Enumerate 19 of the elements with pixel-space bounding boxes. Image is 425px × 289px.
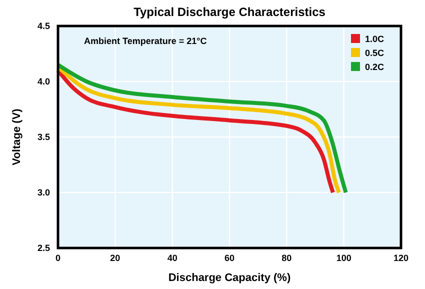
x-axis-title: Discharge Capacity (%) <box>168 272 291 284</box>
legend-label: 0.5C <box>365 48 385 58</box>
x-tick-label: 120 <box>393 253 409 263</box>
x-tick-label: 20 <box>110 253 120 263</box>
y-tick-label: 3.0 <box>37 188 50 198</box>
x-tick-label: 100 <box>336 253 352 263</box>
x-tick-label: 40 <box>167 253 178 263</box>
y-axis-title: Voltage (V) <box>11 108 23 166</box>
legend-label: 0.2C <box>365 62 385 72</box>
y-tick-label: 2.5 <box>37 243 50 253</box>
chart-title: Typical Discharge Characteristics <box>134 5 326 19</box>
legend-label: 1.0C <box>365 34 385 44</box>
annotation: Ambient Temperature = 21°C <box>84 36 208 46</box>
y-tick-label: 4.5 <box>37 21 50 31</box>
y-tick-label: 4.0 <box>37 76 50 86</box>
y-tick-label: 3.5 <box>37 132 50 142</box>
x-tick-label: 60 <box>224 253 235 263</box>
x-tick-label: 0 <box>55 253 61 263</box>
x-tick-label: 80 <box>282 253 292 263</box>
